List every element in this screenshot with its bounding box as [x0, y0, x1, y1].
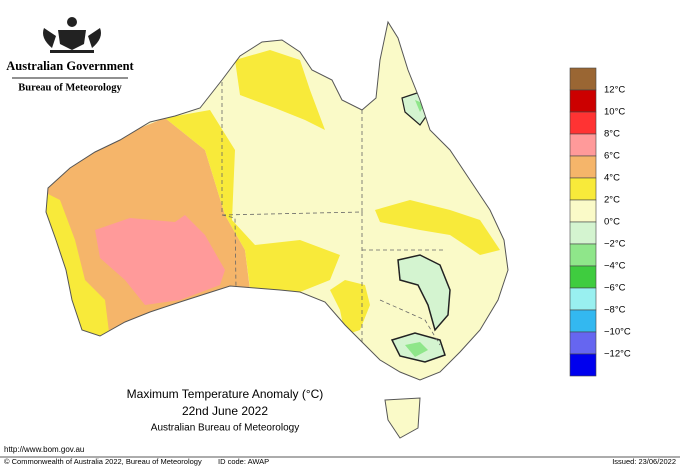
legend-swatch: [569, 111, 597, 135]
legend-swatch: [569, 243, 597, 267]
legend-swatch: [569, 309, 597, 333]
legend-label: 12°C: [604, 85, 625, 96]
legend: 12°C 10°C 8°C 6°C 4°C 2°C 0°C −2°C −4°C −6°C −8°C −…: [569, 67, 631, 377]
footer-url: http://www.bom.gov.au: [4, 445, 84, 454]
legend-label: 0°C: [604, 217, 620, 228]
legend-swatch: [569, 265, 597, 289]
legend-swatch: [569, 353, 597, 377]
legend-swatch: [569, 199, 597, 223]
legend-swatch: [569, 133, 597, 157]
legend-label: −8°C: [604, 305, 626, 316]
legend-swatch: [569, 287, 597, 311]
tasmania: [384, 397, 421, 439]
legend-label: 6°C: [604, 151, 620, 162]
footer-id: ID code: AWAP: [218, 457, 269, 466]
legend-swatch: [569, 155, 597, 179]
map-source: Australian Bureau of Meteorology: [151, 423, 299, 434]
legend-swatch: [569, 67, 597, 91]
legend-label: −10°C: [604, 327, 631, 338]
agency: Bureau of Meteorology: [18, 82, 122, 93]
legend-label: 8°C: [604, 129, 620, 140]
legend-swatch: [569, 177, 597, 201]
footer-copyright: © Commonwealth of Australia 2022, Bureau…: [4, 457, 202, 466]
legend-label: 4°C: [604, 173, 620, 184]
legend-swatch: [569, 89, 597, 113]
legend-label: −4°C: [604, 261, 626, 272]
legend-swatch: [569, 221, 597, 245]
legend-label: −6°C: [604, 283, 626, 294]
crest: [43, 17, 101, 53]
footer-issued: Issued: 23/06/2022: [612, 457, 676, 466]
legend-label: −12°C: [604, 349, 631, 360]
legend-label: 10°C: [604, 107, 625, 118]
map-date: 22nd June 2022: [182, 404, 268, 418]
government: Australian Government: [6, 59, 134, 73]
legend-label: 2°C: [604, 195, 620, 206]
legend-swatch: [569, 331, 597, 355]
legend-label: −2°C: [604, 239, 626, 250]
map-title: Maximum Temperature Anomaly (°C): [127, 387, 324, 401]
